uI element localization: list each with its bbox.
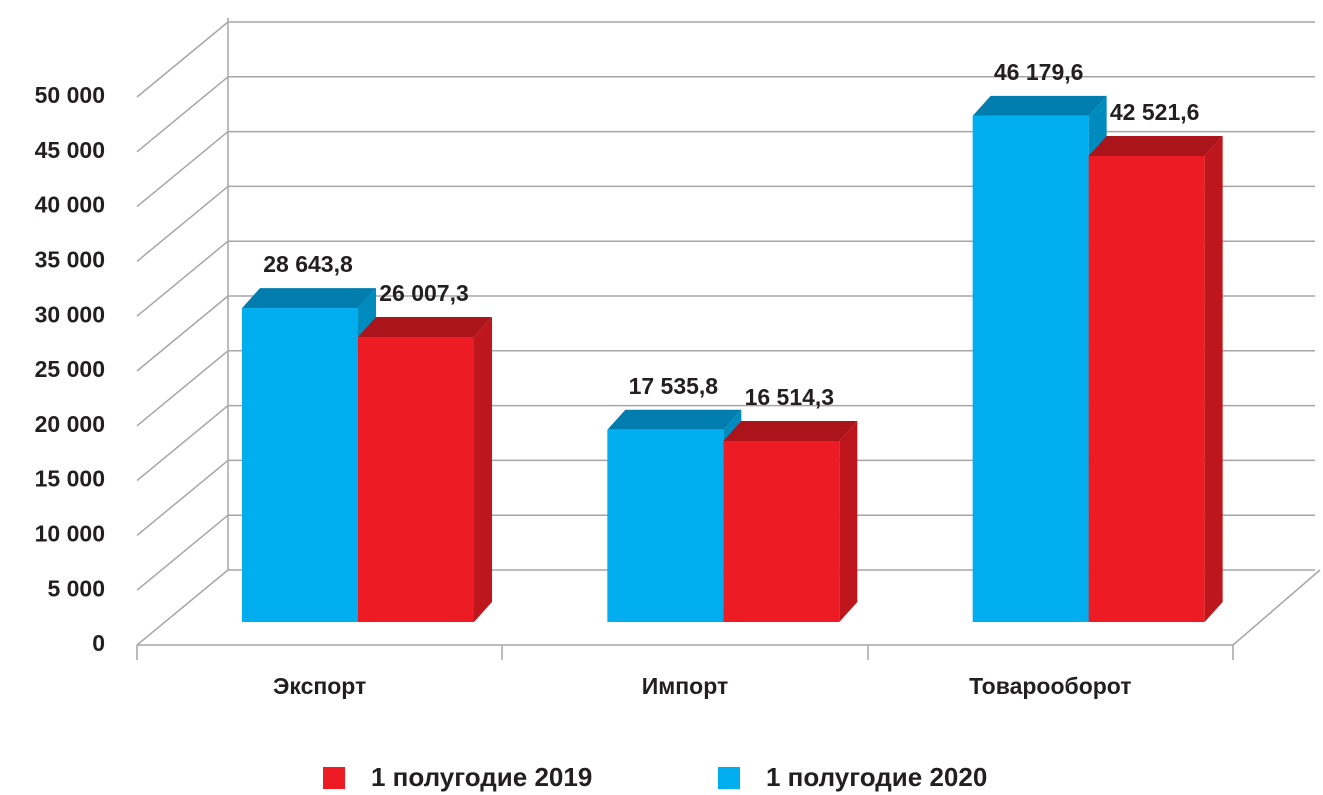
grid-line-side bbox=[136, 295, 229, 372]
value-label: 26 007,3 bbox=[379, 280, 469, 306]
bar-side bbox=[1204, 135, 1223, 622]
grid-line-side bbox=[136, 459, 229, 536]
bar bbox=[607, 429, 724, 622]
y-tick-label: 30 000 bbox=[35, 301, 105, 327]
y-tick-label: 35 000 bbox=[35, 246, 105, 272]
bar-side bbox=[839, 421, 858, 622]
bar-side bbox=[474, 316, 492, 622]
x-tick-label: Импорт bbox=[642, 673, 729, 699]
value-label: 17 535,8 bbox=[629, 373, 719, 399]
value-label: 16 514,3 bbox=[745, 384, 835, 410]
bar bbox=[723, 441, 840, 622]
legend-swatch bbox=[323, 767, 345, 789]
y-tick-label: 5 000 bbox=[47, 575, 105, 601]
value-label: 42 521,6 bbox=[1110, 99, 1200, 125]
grid-line-side bbox=[136, 76, 229, 153]
legend-label: 1 полугодие 2019 bbox=[371, 762, 592, 792]
legend-label: 1 полугодие 2020 bbox=[766, 762, 987, 792]
bar bbox=[358, 336, 474, 622]
bar bbox=[1088, 155, 1205, 622]
bar-top bbox=[1088, 135, 1223, 156]
bar-top bbox=[242, 288, 376, 309]
y-tick-label: 10 000 bbox=[35, 520, 105, 546]
bar-top bbox=[972, 95, 1107, 116]
y-tick-label: 40 000 bbox=[35, 192, 105, 218]
x-tick-label: Экспорт bbox=[273, 673, 366, 699]
y-tick-label: 25 000 bbox=[35, 356, 105, 382]
y-tick-label: 50 000 bbox=[35, 82, 105, 108]
x-tick-label: Товарооборот bbox=[969, 673, 1131, 699]
grid-line-side bbox=[136, 185, 229, 262]
bar-top bbox=[607, 409, 742, 430]
grid-line-side bbox=[136, 569, 229, 646]
floor-side bbox=[1232, 569, 1321, 646]
value-label: 28 643,8 bbox=[263, 251, 353, 277]
grid-line-side bbox=[136, 405, 229, 482]
y-tick-label: 15 000 bbox=[35, 466, 105, 492]
bar bbox=[972, 115, 1089, 622]
bar-top bbox=[723, 421, 858, 442]
grid-line-side bbox=[136, 240, 229, 317]
y-tick-label: 20 000 bbox=[35, 411, 105, 437]
y-tick-label: 0 bbox=[92, 630, 105, 656]
grid-line-side bbox=[136, 350, 229, 427]
grid-line-side bbox=[136, 131, 229, 208]
value-label: 46 179,6 bbox=[994, 59, 1084, 85]
grid-line-side bbox=[136, 514, 229, 591]
bar bbox=[242, 308, 358, 622]
grid-line-side bbox=[136, 21, 229, 98]
y-tick-label: 45 000 bbox=[35, 137, 105, 163]
bar-top bbox=[358, 316, 492, 337]
legend-swatch bbox=[718, 767, 740, 789]
